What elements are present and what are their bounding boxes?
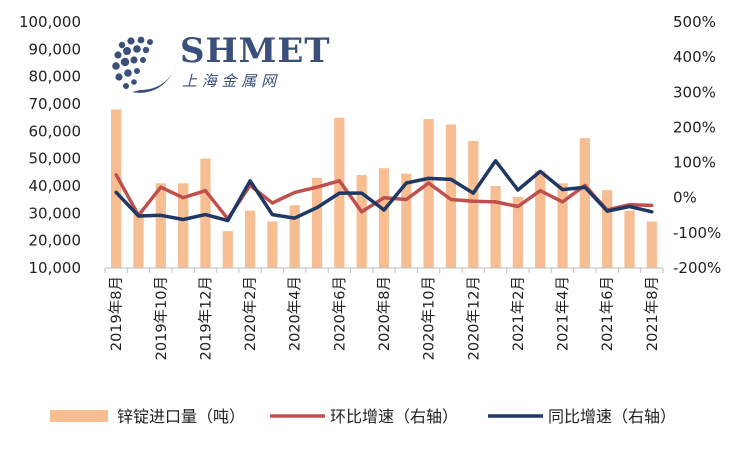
x-tick-label: 2020年10月 xyxy=(421,276,438,360)
y-right-tick-label: 0% xyxy=(673,189,697,207)
y-right-tick-label: -100% xyxy=(673,224,721,242)
bar-12 xyxy=(378,168,390,268)
x-tick-label: 2021年8月 xyxy=(644,276,661,351)
x-tick-label: 2021年4月 xyxy=(555,276,572,351)
bar-2 xyxy=(155,183,166,268)
y-left-tick-label: 20,000 xyxy=(29,232,82,250)
legend-swatch-bar xyxy=(50,410,108,422)
y-left-tick-label: 80,000 xyxy=(29,68,82,86)
bar-19 xyxy=(535,170,546,268)
bar-18 xyxy=(512,196,524,268)
line-yoy xyxy=(114,159,654,223)
bar-22 xyxy=(602,190,613,268)
watermark-brand: SHMET xyxy=(180,31,331,71)
bar-17 xyxy=(490,186,501,268)
y-left-tick-label: 60,000 xyxy=(29,122,82,140)
legend: 锌锭进口量（吨） 环比增速（右轴） 同比增速（右轴） xyxy=(50,407,676,426)
shmet-watermark-logo: SHMET 上 海 金 属 网 xyxy=(112,31,330,93)
bar-series xyxy=(111,109,657,269)
x-tick-label: 2019年12月 xyxy=(197,276,214,360)
y-right-tick-label: 400% xyxy=(673,48,716,66)
y-left-tick-label: 10,000 xyxy=(29,259,82,277)
bar-6 xyxy=(244,210,256,268)
bar-3 xyxy=(177,183,189,268)
x-tick-label: 2021年2月 xyxy=(510,276,527,351)
x-tick-label: 2019年10月 xyxy=(153,276,170,360)
y-left-tick-label: 70,000 xyxy=(29,95,82,113)
bar-7 xyxy=(267,221,278,268)
legend-label-yoy: 同比增速（右轴） xyxy=(548,407,676,426)
line-mom xyxy=(114,173,654,221)
legend-label-bar: 锌锭进口量（吨） xyxy=(117,407,245,426)
line-series xyxy=(114,159,654,223)
x-tick-label: 2020年6月 xyxy=(331,276,348,351)
y-right-tick-label: 200% xyxy=(673,118,716,136)
y-right-tick-label: 500% xyxy=(673,13,716,31)
bar-0 xyxy=(111,109,122,268)
y-right-tick-label: -200% xyxy=(673,259,721,277)
y-right-tick-label: 100% xyxy=(673,154,716,172)
bar-8 xyxy=(289,205,300,268)
bar-14 xyxy=(423,119,434,269)
x-tick-label: 2020年2月 xyxy=(242,276,259,351)
x-tick-label: 2020年4月 xyxy=(287,276,304,351)
x-tick-label: 2020年12月 xyxy=(465,276,482,360)
bar-13 xyxy=(401,173,412,268)
watermark-subtitle: 上 海 金 属 网 xyxy=(182,72,278,90)
x-tick-label: 2021年6月 xyxy=(599,276,616,351)
y-left-tick-label: 30,000 xyxy=(29,204,82,222)
bar-23 xyxy=(624,210,635,268)
y-left-tick-label: 90,000 xyxy=(29,40,82,58)
bar-24 xyxy=(646,221,657,268)
bar-1 xyxy=(133,213,144,268)
shmet-globe-icon xyxy=(112,36,176,93)
y-right-tick-label: 300% xyxy=(673,83,716,101)
bar-16 xyxy=(468,140,479,268)
bar-5 xyxy=(222,231,233,268)
bar-11 xyxy=(356,175,367,268)
axes: 10,000 20,000 30,000 40,000 50,000 60,000 70,0… xyxy=(19,13,721,360)
bar-20 xyxy=(557,183,568,268)
legend-label-mom: 环比增速（右轴） xyxy=(330,407,458,426)
x-tick-label: 2019年8月 xyxy=(108,276,125,351)
bar-21 xyxy=(579,138,591,268)
bar-15 xyxy=(445,124,457,268)
y-left-tick-label: 100,000 xyxy=(19,13,81,31)
y-left-tick-label: 40,000 xyxy=(29,177,82,195)
bar-9 xyxy=(311,177,323,268)
y-left-tick-label: 50,000 xyxy=(29,150,82,168)
x-tick-label: 2020年8月 xyxy=(376,276,393,351)
